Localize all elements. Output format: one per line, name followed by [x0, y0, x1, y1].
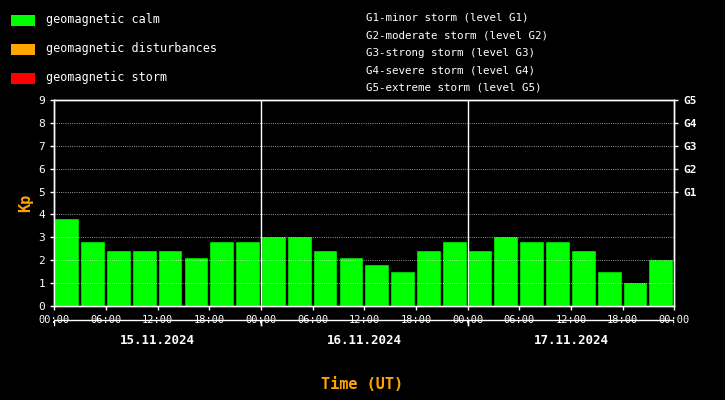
Bar — [624, 283, 647, 306]
Bar — [392, 272, 415, 306]
Bar — [598, 272, 621, 306]
Bar — [339, 258, 363, 306]
Bar — [494, 237, 518, 306]
Bar — [572, 251, 596, 306]
Bar — [288, 237, 312, 306]
Bar — [107, 251, 130, 306]
Bar — [650, 260, 674, 306]
Bar — [417, 251, 441, 306]
Bar — [133, 251, 157, 306]
Text: Time (UT): Time (UT) — [321, 377, 404, 392]
Bar — [11, 44, 35, 55]
Bar — [468, 251, 492, 306]
Bar — [11, 15, 35, 26]
Text: 15.11.2024: 15.11.2024 — [120, 334, 195, 346]
Bar — [81, 242, 105, 306]
Bar — [365, 265, 389, 306]
Y-axis label: Kp: Kp — [18, 194, 33, 212]
Bar — [55, 219, 79, 306]
Text: geomagnetic disturbances: geomagnetic disturbances — [46, 42, 217, 55]
Bar — [11, 73, 35, 84]
Bar — [185, 258, 208, 306]
Bar — [210, 242, 234, 306]
Bar — [236, 242, 260, 306]
Bar — [521, 242, 544, 306]
Bar — [262, 237, 286, 306]
Text: G5-extreme storm (level G5): G5-extreme storm (level G5) — [366, 83, 542, 93]
Bar — [546, 242, 570, 306]
Bar — [159, 251, 183, 306]
Text: geomagnetic calm: geomagnetic calm — [46, 13, 160, 26]
Text: 16.11.2024: 16.11.2024 — [327, 334, 402, 346]
Text: G4-severe storm (level G4): G4-severe storm (level G4) — [366, 65, 535, 75]
Text: G3-strong storm (level G3): G3-strong storm (level G3) — [366, 48, 535, 58]
Text: G2-moderate storm (level G2): G2-moderate storm (level G2) — [366, 30, 548, 40]
Text: G1-minor storm (level G1): G1-minor storm (level G1) — [366, 12, 529, 22]
Bar — [443, 242, 467, 306]
Text: geomagnetic storm: geomagnetic storm — [46, 71, 167, 84]
Bar — [314, 251, 337, 306]
Text: 17.11.2024: 17.11.2024 — [534, 334, 608, 346]
